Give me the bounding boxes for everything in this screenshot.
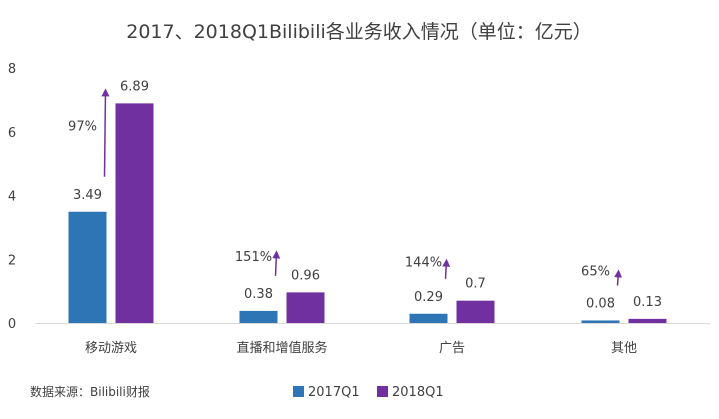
bar-2017q1 [68,211,107,323]
legend-label: 2017Q1 [308,385,360,400]
bar-2017q1 [409,313,448,323]
legend: 2017Q1 2018Q1 [293,385,444,400]
bar-value-label: 0.13 [633,295,662,310]
y-tick-label: 2 [8,253,16,268]
bar-2018q1 [628,318,667,323]
bar-2018q1 [456,300,495,323]
source-note: 数据来源：Bilibili财报 [30,384,150,399]
y-tick-label: 6 [8,126,16,141]
bar-2017q1 [239,310,278,323]
x-category-label: 其他 [611,341,637,356]
x-category-label: 直播和增值服务 [236,340,327,356]
legend-swatch-2017q1 [293,386,304,397]
legend-label: 2018Q1 [392,385,444,400]
chart-title: 2017、2018Q1Bilibili各业务收入情况（单位：亿元） [126,21,592,43]
bar-value-label: 0.96 [291,268,320,283]
bar-value-label: 0.7 [465,277,486,292]
bars: 3.49 6.89 97% 0.38 0.96 151% 0.29 0.7 144% 0.08 0.… [68,79,667,323]
x-category-label: 广告 [439,341,465,356]
y-axis: 0 2 4 6 8 [8,62,16,332]
bar-2018q1 [286,292,325,323]
growth-label: 151% [235,250,272,265]
growth-arrow [614,269,623,286]
growth-label: 97% [68,120,97,135]
bar-2018q1 [115,103,154,323]
bar-value-label: 3.49 [73,188,102,203]
bar-value-label: 0.38 [244,287,273,302]
bar-value-label: 6.89 [120,79,149,94]
growth-label: 65% [581,264,610,279]
legend-swatch-2018q1 [377,386,388,397]
y-tick-label: 8 [8,62,16,77]
x-category-label: 移动游戏 [85,341,137,356]
growth-label: 144% [405,256,442,271]
y-tick-label: 0 [8,317,16,332]
growth-arrow [442,258,451,279]
growth-arrow [272,250,281,276]
bar-value-label: 0.08 [586,296,615,311]
y-tick-label: 4 [8,190,16,205]
growth-arrow [101,88,110,177]
bar-2017q1 [581,320,620,323]
x-axis-categories: 移动游戏 直播和增值服务 广告 其他 [85,340,637,356]
bar-value-label: 0.29 [414,290,443,305]
